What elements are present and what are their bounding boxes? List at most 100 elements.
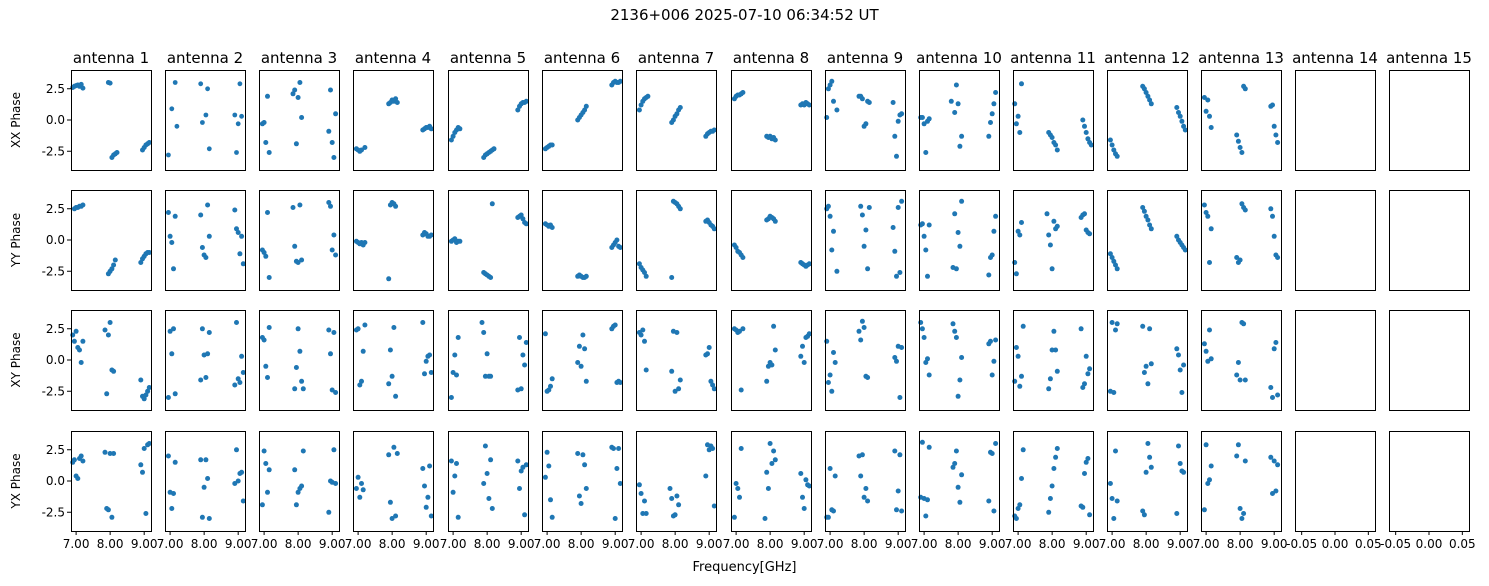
- data-point: [677, 377, 683, 383]
- data-point: [1203, 442, 1209, 448]
- data-point: [1013, 121, 1019, 127]
- data-point: [261, 120, 267, 125]
- column-title-antenna-1: antenna 1: [73, 49, 149, 67]
- data-point: [892, 248, 898, 254]
- data-point: [1085, 371, 1091, 377]
- data-point: [677, 105, 683, 110]
- data-point: [263, 363, 269, 369]
- data-point: [331, 155, 337, 160]
- data-point: [203, 457, 209, 463]
- data-point: [326, 509, 332, 515]
- data-point: [166, 152, 171, 158]
- data-point: [764, 469, 770, 475]
- data-point: [549, 376, 555, 382]
- data-point: [735, 486, 741, 491]
- data-point: [831, 508, 836, 514]
- data-point: [143, 511, 149, 516]
- data-point: [1083, 459, 1089, 465]
- data-point: [1109, 496, 1115, 501]
- data-point: [486, 496, 492, 501]
- data-point: [1147, 326, 1153, 332]
- data-point: [1019, 373, 1024, 379]
- data-point: [1082, 211, 1087, 217]
- data-point: [422, 371, 427, 377]
- panel-frame-xy-phase-antenna-8: [731, 310, 812, 411]
- data-point: [105, 332, 111, 338]
- data-point: [831, 350, 836, 355]
- data-point: [733, 245, 739, 250]
- data-point: [1054, 368, 1060, 374]
- data-point: [827, 213, 833, 219]
- data-point: [825, 380, 831, 385]
- data-point: [265, 93, 270, 99]
- figure-xlabel: Frequency[GHz]: [692, 560, 797, 575]
- column-title-antenna-8: antenna 8: [733, 49, 809, 67]
- data-point: [391, 444, 397, 450]
- data-point: [457, 126, 463, 132]
- x-tick-label: 8.00: [1227, 537, 1254, 551]
- data-point: [617, 78, 623, 84]
- data-point: [428, 370, 434, 375]
- data-point: [107, 80, 113, 86]
- data-point: [206, 146, 212, 152]
- data-point: [919, 439, 925, 445]
- column-title-antenna-7: antenna 7: [638, 49, 714, 67]
- panel-frame-xy-phase-antenna-13: [1201, 310, 1282, 411]
- y-tick-label: 0.0: [46, 113, 65, 127]
- data-point: [986, 498, 992, 504]
- data-point: [292, 467, 298, 473]
- data-point: [1177, 367, 1183, 373]
- data-point: [1203, 108, 1209, 114]
- data-point: [710, 446, 716, 451]
- data-point: [1054, 223, 1060, 229]
- panel-frame-xy-phase-antenna-7: [636, 310, 717, 411]
- data-point: [484, 471, 490, 476]
- data-point: [865, 498, 871, 504]
- data-point: [165, 453, 171, 459]
- data-point: [548, 497, 553, 503]
- data-point: [953, 266, 959, 272]
- data-point: [576, 343, 582, 349]
- data-point: [1141, 370, 1147, 375]
- data-point: [172, 80, 178, 85]
- data-point: [674, 111, 680, 117]
- data-point: [549, 142, 555, 148]
- data-point: [489, 201, 495, 207]
- data-point: [676, 502, 682, 508]
- data-point: [583, 273, 589, 279]
- data-point: [950, 321, 956, 327]
- data-point: [1051, 218, 1057, 224]
- data-point: [542, 331, 548, 337]
- column-title-antenna-6: antenna 6: [544, 49, 620, 67]
- data-point: [1174, 105, 1180, 110]
- data-point: [895, 488, 901, 494]
- data-point: [578, 363, 584, 369]
- panel-frame-yx-phase-antenna-11: [1013, 431, 1094, 532]
- data-point: [953, 448, 959, 454]
- data-point: [1080, 504, 1086, 510]
- data-point: [710, 382, 716, 388]
- data-point: [859, 452, 865, 458]
- data-point: [1114, 498, 1120, 504]
- data-point: [394, 451, 400, 456]
- x-tick-label: 7.00: [63, 537, 90, 551]
- data-point: [1201, 507, 1207, 513]
- data-point: [293, 502, 299, 508]
- data-point: [803, 477, 809, 483]
- data-point: [1268, 454, 1274, 460]
- data-point: [393, 393, 399, 399]
- x-tick-label: 7.00: [157, 537, 184, 551]
- data-point: [677, 206, 683, 212]
- data-point: [1053, 454, 1059, 460]
- data-point: [1271, 123, 1277, 129]
- data-point: [800, 494, 805, 500]
- data-point: [146, 441, 152, 446]
- data-point: [1012, 378, 1018, 384]
- data-point: [1111, 147, 1117, 153]
- data-point: [617, 245, 623, 250]
- data-point: [926, 222, 932, 228]
- panel-frame-xy-phase-antenna-2: [165, 310, 246, 411]
- x-tick-label: 9.00: [696, 537, 723, 551]
- data-point: [266, 275, 272, 280]
- panel-frame-yy-phase-antenna-13: [1201, 190, 1282, 291]
